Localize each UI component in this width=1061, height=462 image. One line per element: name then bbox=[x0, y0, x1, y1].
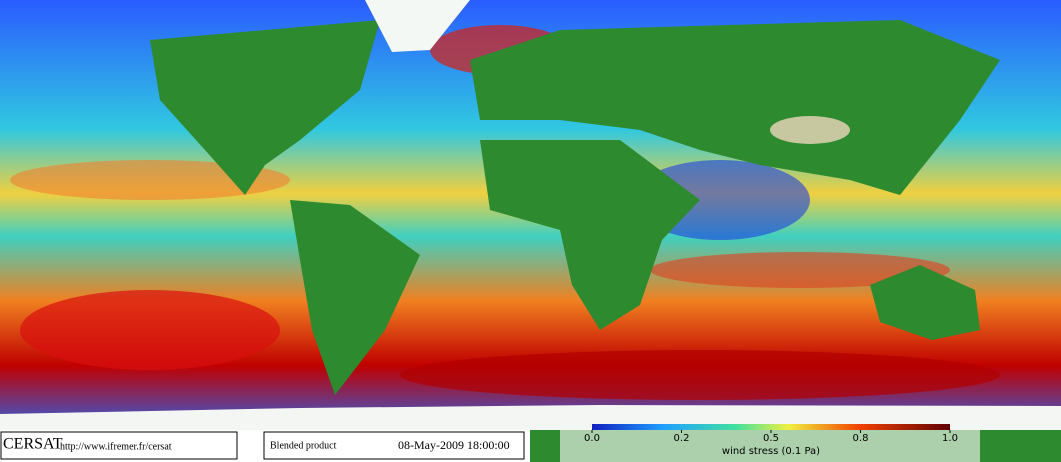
product: Blended product bbox=[270, 440, 337, 451]
colorbar-label: wind stress (0.1 Pa) bbox=[722, 446, 820, 457]
africa bbox=[480, 140, 700, 330]
australia bbox=[870, 265, 980, 340]
colorbar-tick-label: 0.8 bbox=[853, 433, 869, 444]
ocean-feature bbox=[400, 350, 1000, 400]
colorbar-tick-label: 0.0 bbox=[584, 433, 600, 444]
colorbar-tick-label: 0.5 bbox=[763, 433, 779, 444]
south-america bbox=[290, 200, 420, 395]
land bbox=[150, 0, 1000, 395]
ocean-feature bbox=[20, 290, 280, 370]
colorbar-tick-label: 1.0 bbox=[942, 433, 958, 444]
logo-box bbox=[0, 431, 238, 460]
colorbar-tick-label: 0.2 bbox=[674, 433, 690, 444]
product-box bbox=[263, 431, 525, 460]
date: 08-May-2009 18:00:00 bbox=[398, 438, 510, 452]
ocean-feature bbox=[10, 160, 290, 200]
ocean-feature bbox=[650, 252, 950, 288]
plateau bbox=[770, 116, 850, 144]
eurasia bbox=[470, 20, 1000, 195]
url: http://www.ifremer.fr/cersat bbox=[60, 441, 172, 452]
colorbar-bg bbox=[560, 430, 980, 462]
north-america bbox=[150, 20, 380, 195]
antarctica bbox=[0, 405, 1061, 430]
greenland bbox=[365, 0, 470, 52]
logo: CERSAT bbox=[3, 436, 63, 453]
colorbar bbox=[592, 424, 950, 430]
